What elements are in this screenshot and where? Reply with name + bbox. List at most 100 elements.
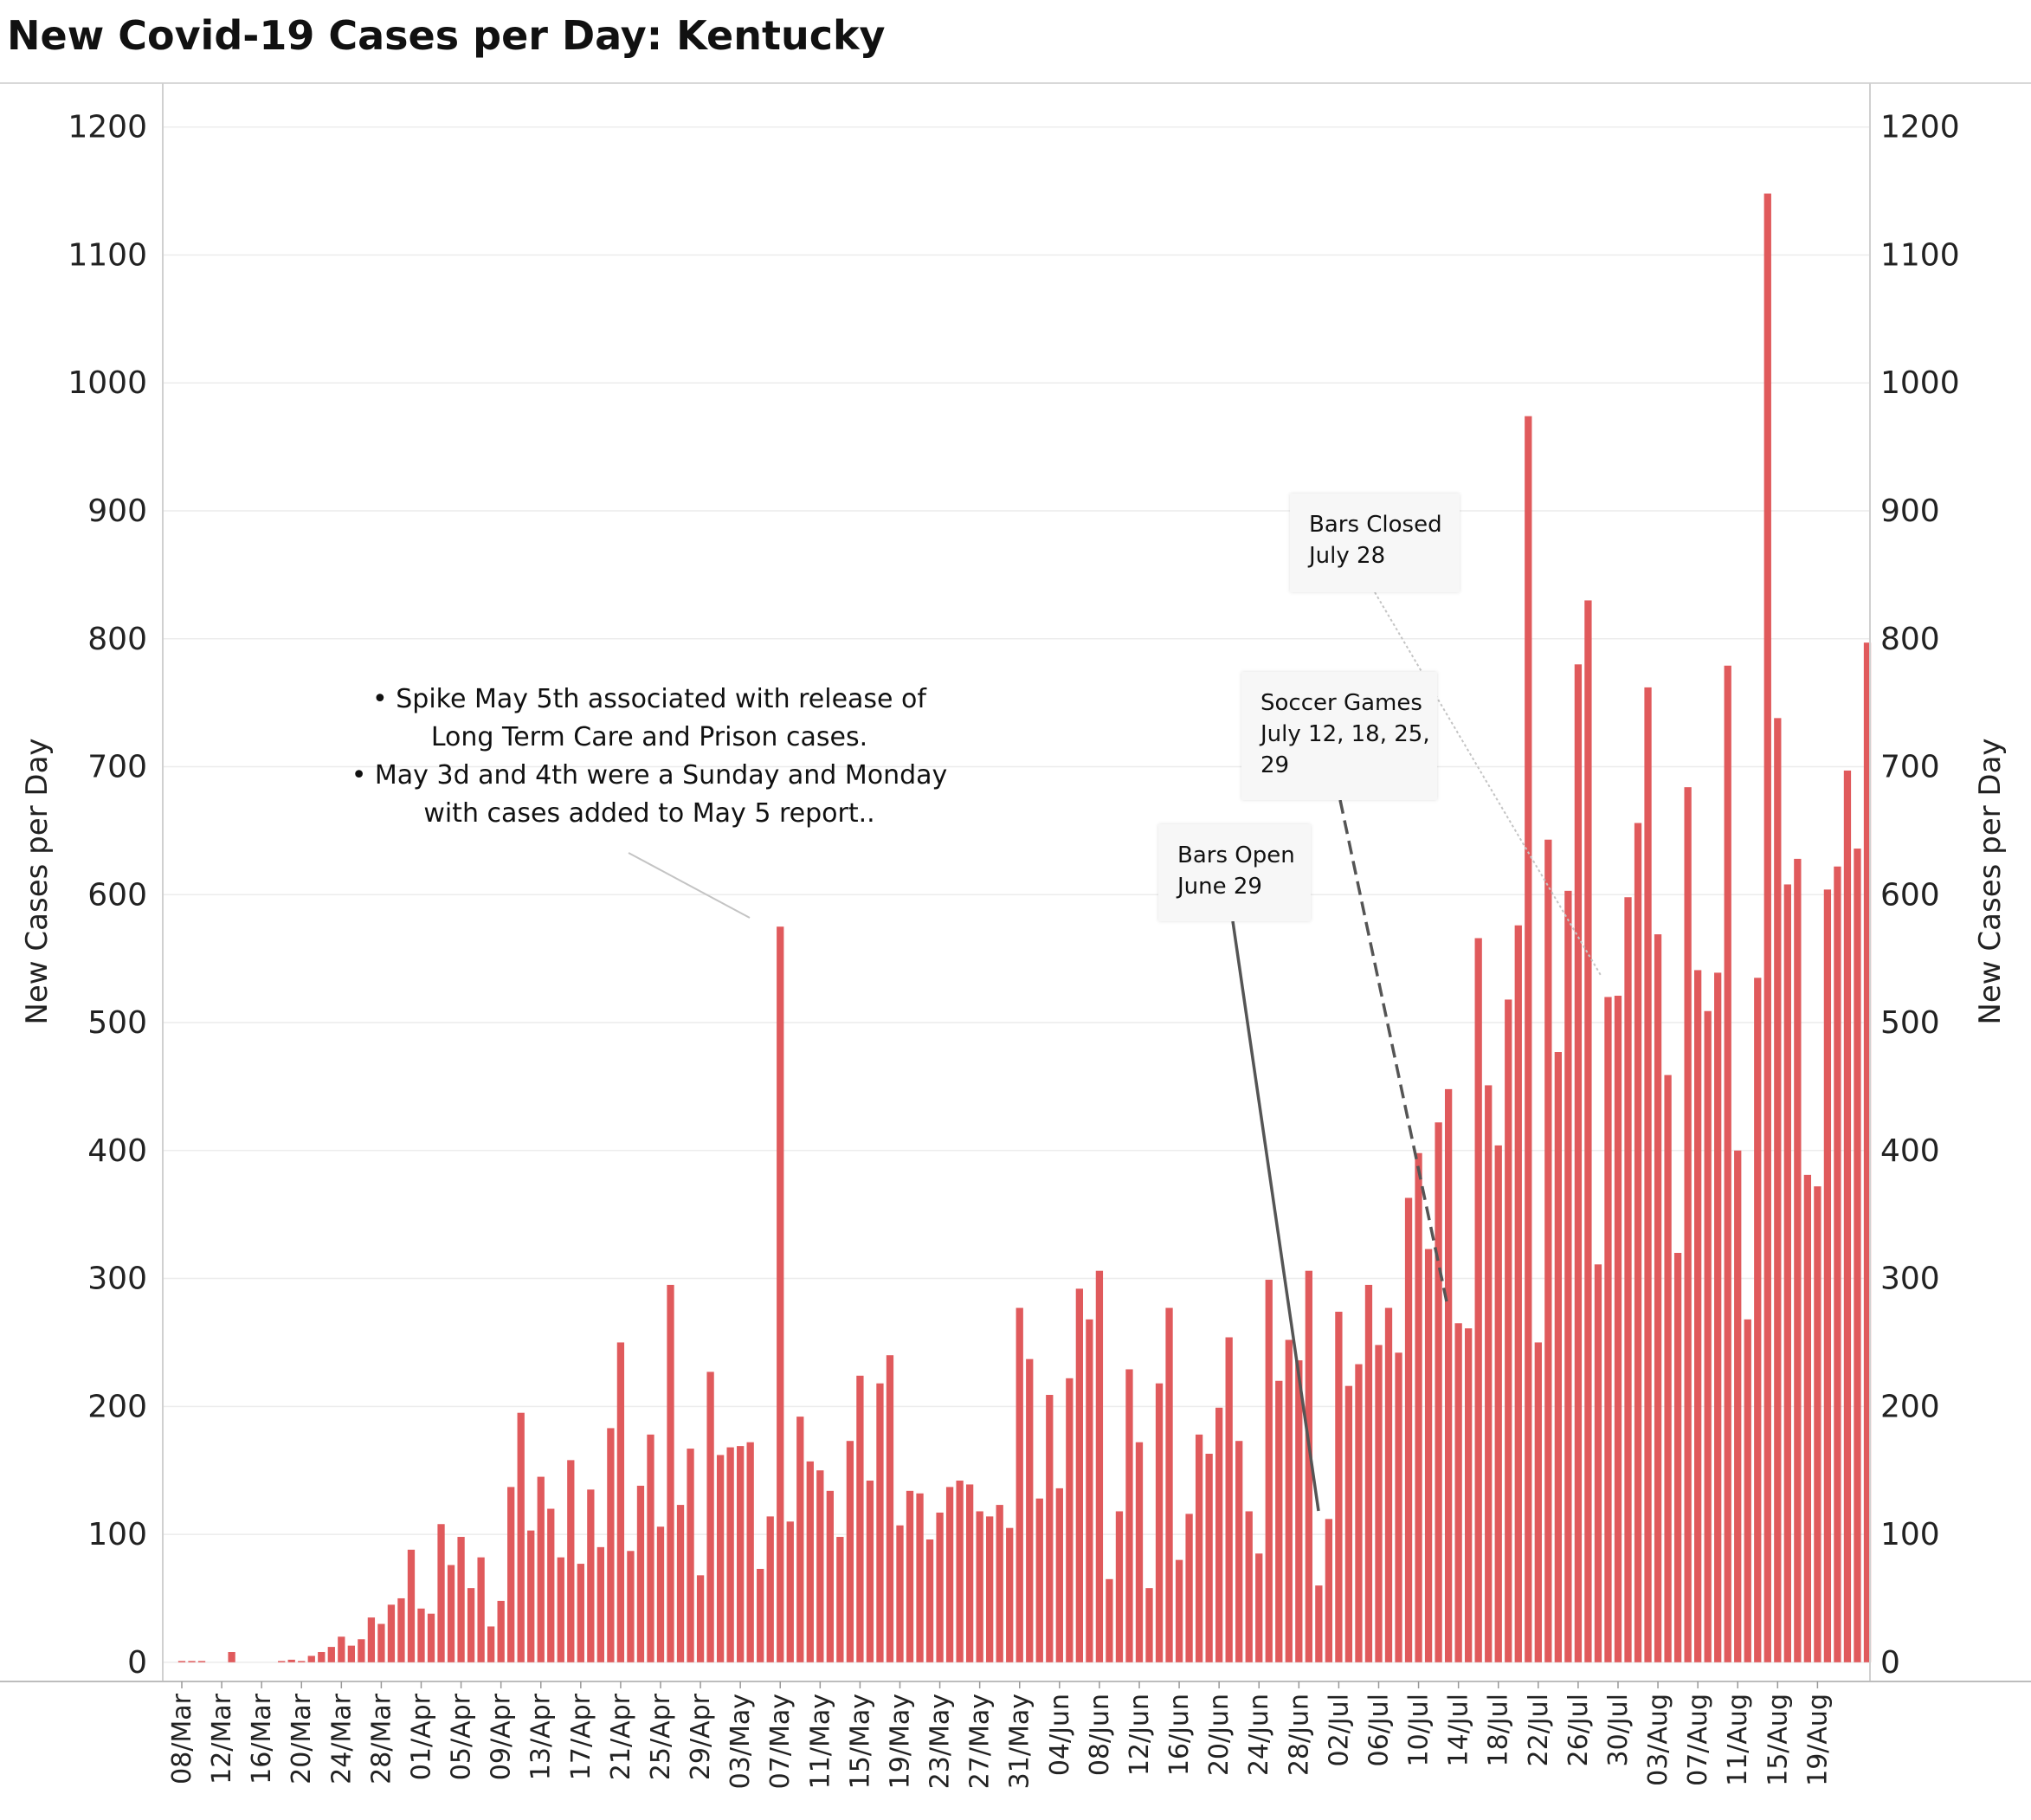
bar	[1534, 1342, 1542, 1662]
y-axis-right: 0 100 200 300 400 500 600 700 800 900 1000 1100 1200	[1880, 110, 1960, 1681]
bar	[777, 926, 784, 1662]
x-tick-label: 31/May	[1005, 1694, 1035, 1789]
annotation-line: Bars Open	[1177, 842, 1295, 868]
y-tick-label: 400	[87, 1133, 147, 1169]
bar	[667, 1284, 674, 1662]
bar	[647, 1434, 654, 1662]
bar	[557, 1557, 564, 1662]
bar	[318, 1652, 326, 1662]
bar	[197, 1661, 206, 1662]
x-tick-label: 03/May	[725, 1694, 756, 1789]
bar	[1344, 1385, 1353, 1662]
bar	[816, 1470, 824, 1662]
bar	[726, 1447, 734, 1662]
bar	[367, 1617, 376, 1662]
bar	[607, 1428, 615, 1662]
x-tick-label: 07/Aug	[1683, 1694, 1713, 1786]
bar	[507, 1487, 515, 1662]
y-tick-label: 1000	[1880, 365, 1960, 401]
bar	[307, 1655, 315, 1662]
bar	[1634, 823, 1642, 1662]
y-tick-label: 800	[87, 622, 147, 657]
bar	[1295, 1360, 1303, 1662]
bar	[1494, 1145, 1502, 1662]
y-tick-label: 300	[1880, 1262, 1940, 1297]
y-tick-label: 600	[1880, 877, 1940, 913]
x-tick-label: 02/Jul	[1324, 1694, 1354, 1766]
bar	[1355, 1364, 1363, 1662]
x-tick-label: 15/May	[845, 1694, 875, 1789]
x-tick-label: 26/Jul	[1564, 1694, 1594, 1766]
bar	[1055, 1488, 1063, 1662]
bar	[1305, 1270, 1312, 1662]
x-tick-label: 16/Mar	[247, 1693, 277, 1785]
x-tick-label: 11/May	[805, 1694, 835, 1789]
bar	[936, 1512, 944, 1662]
bar	[387, 1604, 396, 1662]
bar	[1803, 1174, 1812, 1662]
y-tick-label: 0	[127, 1645, 147, 1681]
bar	[287, 1659, 295, 1662]
bar	[846, 1441, 854, 1662]
bar	[457, 1537, 465, 1662]
y-tick-label: 800	[1880, 622, 1940, 657]
x-tick-label: 28/Mar	[366, 1693, 397, 1785]
bar	[956, 1481, 964, 1662]
bar	[1564, 890, 1572, 1662]
bar	[1125, 1369, 1133, 1662]
annotation-line: • Spike May 5th associated with release …	[372, 684, 926, 714]
y-tick-label: 200	[87, 1389, 147, 1424]
bar	[347, 1645, 355, 1662]
chart-frame	[0, 82, 2031, 1682]
bar	[786, 1521, 794, 1662]
x-tick-label: 14/Jul	[1444, 1694, 1474, 1766]
bar	[1763, 193, 1771, 1662]
annotation-line: 29	[1261, 752, 1290, 778]
bar	[1614, 996, 1622, 1662]
bar	[1704, 1010, 1712, 1662]
y-axis-label-left: New Cases per Day	[20, 738, 55, 1024]
bar	[1075, 1288, 1084, 1662]
bar	[547, 1508, 555, 1662]
gridlines	[163, 126, 1870, 1663]
bar	[1485, 1085, 1493, 1662]
bar	[1185, 1513, 1193, 1662]
bar	[916, 1493, 924, 1662]
bar	[1335, 1311, 1343, 1662]
x-tick-label: 06/Jul	[1364, 1694, 1395, 1766]
bar	[1744, 1319, 1751, 1662]
bar	[627, 1551, 635, 1662]
annotation-connector-bars-closed	[1374, 591, 1602, 978]
x-tick-label: 08/Mar	[167, 1693, 197, 1785]
bar	[228, 1652, 235, 1662]
bar	[577, 1564, 584, 1662]
bar	[1474, 938, 1482, 1662]
bar	[996, 1505, 1003, 1662]
bar	[676, 1505, 685, 1662]
bar	[716, 1455, 725, 1662]
bar	[1255, 1553, 1263, 1662]
bar	[427, 1613, 435, 1662]
bar	[298, 1661, 306, 1662]
annotation-line: • May 3d and 4th were a Sunday and Monda…	[351, 760, 948, 791]
y-tick-label: 1000	[68, 365, 147, 401]
x-tick-label: 21/Apr	[606, 1693, 636, 1780]
x-tick-label: 17/Apr	[566, 1693, 596, 1780]
bar	[1135, 1442, 1144, 1662]
y-tick-label: 600	[87, 877, 147, 913]
bar	[1115, 1511, 1124, 1662]
annotation-line: with cases added to May 5 report..	[423, 798, 875, 829]
bar	[1814, 1186, 1821, 1662]
bar	[1404, 1197, 1413, 1662]
bar	[1016, 1307, 1023, 1662]
bar	[1644, 687, 1652, 1662]
y-tick-label: 100	[87, 1517, 147, 1552]
annotation-connectors	[628, 591, 1602, 1512]
x-tick-label: 11/Aug	[1723, 1694, 1753, 1786]
y-tick-label: 900	[87, 494, 147, 529]
bar	[1554, 1052, 1562, 1662]
bar	[1604, 997, 1612, 1662]
bar	[1195, 1434, 1203, 1662]
bar	[826, 1490, 834, 1662]
